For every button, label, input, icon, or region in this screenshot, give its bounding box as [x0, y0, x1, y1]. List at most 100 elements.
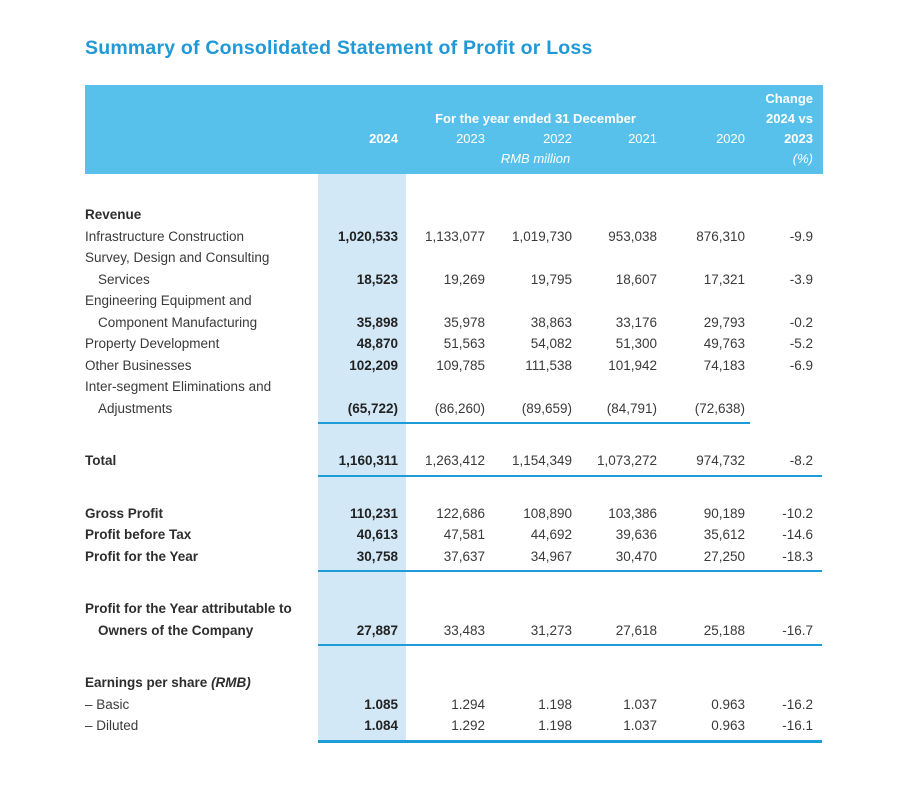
cell-c2023: 1.294 — [451, 696, 485, 712]
row-label: Engineering Equipment and — [85, 293, 252, 308]
table-section: Earnings per share (RMB) – Basic 1.085 1.29… — [85, 672, 823, 737]
cell-c2021 — [580, 204, 665, 226]
cell-cchg — [753, 672, 822, 694]
cell-c2022: 111,538 — [525, 357, 572, 373]
cell-c2023 — [406, 672, 493, 694]
cell-c2023 — [406, 598, 493, 620]
cell-c2023: 1,133,077 — [424, 228, 485, 244]
table-row: Property Development 48,870 51,563 54,082 51… — [85, 333, 823, 355]
band-row-change: Change — [85, 89, 823, 109]
cell-c2024: 18,523 — [356, 271, 398, 287]
row-label: – Diluted — [85, 718, 139, 733]
cell-c2024: 110,231 — [349, 505, 398, 521]
cell-c2023: 1.292 — [451, 718, 485, 733]
table-body: Revenue Infrastructure Construction 1,020,… — [85, 174, 823, 743]
table-row: Other Businesses 102,209 109,785 111,538 101… — [85, 355, 823, 377]
row-label: Earnings per share (RMB) — [85, 675, 251, 690]
cell-cchg: -8.2 — [789, 453, 813, 468]
cell-c2022: 1,019,730 — [511, 228, 572, 244]
cell-c2023 — [406, 204, 493, 226]
cell-cchg — [753, 598, 822, 620]
year-header-2024: 2024 — [369, 131, 398, 146]
table-row: Survey, Design and Consulting — [85, 247, 823, 269]
cell-cchg — [753, 204, 822, 226]
band-row-years: 2024 2023 2022 2021 2020 2023 — [85, 129, 823, 149]
cell-c2023: 37,637 — [443, 548, 485, 564]
table-row: Owners of the Company 27,887 33,483 31,273 2… — [85, 620, 823, 642]
cell-c2021: 103,386 — [608, 505, 657, 521]
cell-c2024 — [318, 672, 406, 694]
cell-c2022: 38,863 — [530, 314, 572, 330]
band-row-units: RMB million (%) — [85, 149, 823, 169]
cell-c2021: 1.037 — [623, 696, 657, 712]
cell-c2023: 35,978 — [443, 314, 485, 330]
year-header-2020: 2020 — [716, 131, 745, 146]
cell-c2021: 18,607 — [615, 271, 657, 287]
cell-c2023: (86,260) — [434, 400, 485, 416]
row-label: Inter-segment Eliminations and — [85, 379, 272, 394]
row-label-suffix: (RMB) — [207, 675, 251, 690]
cell-c2020 — [665, 247, 753, 269]
report-page: Summary of Consolidated Statement of Pro… — [85, 0, 823, 743]
table-section: Profit for the Year attributable to Owner… — [85, 598, 823, 641]
table-rule-short — [318, 422, 750, 424]
highlight-column-2024 — [318, 174, 406, 743]
cell-c2023: 122,686 — [436, 505, 485, 521]
year-header-2022: 2022 — [543, 131, 572, 146]
row-label: Owners of the Company — [98, 622, 254, 638]
table-row: Profit for the Year 30,758 37,637 34,967 30,… — [85, 546, 823, 568]
cell-c2024: 102,209 — [349, 357, 398, 373]
table-rule-full — [318, 474, 822, 477]
table-row: Engineering Equipment and — [85, 290, 823, 312]
cell-c2020: 90,189 — [703, 505, 745, 521]
cell-c2020: 49,763 — [703, 336, 745, 351]
row-label: Component Manufacturing — [98, 314, 258, 330]
cell-c2021 — [580, 376, 665, 398]
row-label: Revenue — [85, 207, 142, 222]
cell-c2020 — [665, 290, 753, 312]
cell-c2024: 48,870 — [356, 336, 398, 351]
change-header-label: Change — [765, 91, 813, 106]
cell-c2021: 1.037 — [623, 718, 657, 733]
cell-cchg: -16.1 — [782, 718, 813, 733]
percent-unit-label: (%) — [792, 151, 813, 166]
cell-cchg — [753, 247, 822, 269]
cell-c2023 — [406, 247, 493, 269]
unit-label: RMB million — [500, 151, 571, 166]
cell-cchg: -16.2 — [782, 696, 813, 712]
cell-c2020: (72,638) — [694, 400, 745, 416]
cell-c2022 — [493, 376, 580, 398]
cell-cchg: -18.3 — [782, 548, 813, 564]
table-header-band: Change For the year ended 31 December 20… — [85, 85, 823, 174]
cell-c2024: (65,722) — [347, 400, 398, 416]
table-row: Inter-segment Eliminations and — [85, 376, 823, 398]
cell-c2021 — [580, 672, 665, 694]
cell-c2020: 17,321 — [703, 271, 745, 287]
table-row: Services 18,523 19,269 19,795 18,607 17,321 -3… — [85, 269, 823, 291]
cell-c2020: 27,250 — [703, 548, 745, 564]
cell-c2024: 35,898 — [356, 314, 398, 330]
cell-c2021 — [580, 598, 665, 620]
cell-cchg — [753, 290, 822, 312]
band-row-period: For the year ended 31 December 2024 vs — [85, 109, 823, 129]
cell-c2020 — [665, 672, 753, 694]
cell-c2021: 51,300 — [615, 336, 657, 351]
cell-c2022: 1.198 — [538, 718, 572, 733]
cell-c2023 — [406, 376, 493, 398]
cell-c2020: 0.963 — [711, 718, 745, 733]
cell-c2020 — [665, 376, 753, 398]
cell-c2024 — [318, 247, 406, 269]
table-row: – Basic 1.085 1.294 1.198 1.037 0.963 -16.2 — [85, 694, 823, 716]
row-label: Profit for the Year attributable to — [85, 601, 292, 616]
cell-cchg: -9.9 — [789, 228, 813, 244]
row-label: Property Development — [85, 336, 220, 351]
cell-c2022 — [493, 598, 580, 620]
table-row: Infrastructure Construction 1,020,533 1,13… — [85, 226, 823, 248]
cell-c2024: 1,160,311 — [338, 453, 398, 468]
cell-cchg: -5.2 — [789, 336, 813, 351]
table-row: Profit for the Year attributable to — [85, 598, 823, 620]
cell-c2022 — [493, 672, 580, 694]
cell-cchg: -14.6 — [782, 527, 813, 542]
table-section: Gross Profit 110,231 122,686 108,890 103,386… — [85, 503, 823, 568]
cell-c2021: 33,176 — [615, 314, 657, 330]
